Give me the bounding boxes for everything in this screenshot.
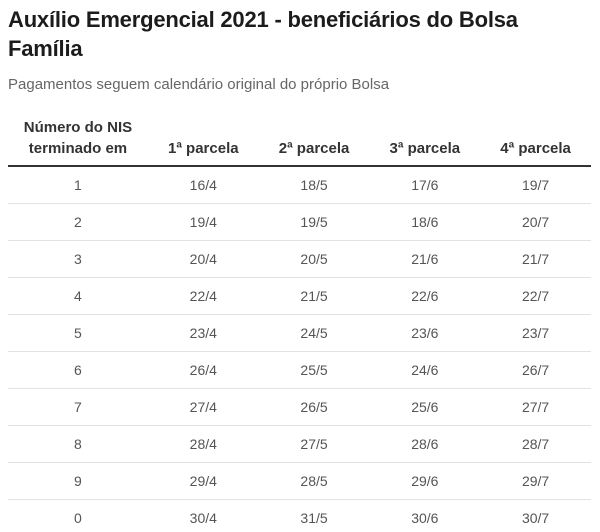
cell-parcela-4: 19/7 <box>480 165 591 204</box>
cell-parcela-3: 28/6 <box>369 425 481 463</box>
cell-parcela-2: 31/5 <box>300 509 328 526</box>
cell-parcela-4: 27/7 <box>480 388 591 426</box>
cell-parcela-3: 17/6 <box>369 165 481 204</box>
cell-parcela-2: 25/5 <box>258 351 370 389</box>
table-row: 3 20/4 20/5 21/6 21/7 <box>8 240 591 278</box>
cell-parcela-1: 20/4 <box>147 240 259 278</box>
table-row: 6 26/4 25/5 24/6 26/7 <box>8 351 591 389</box>
table-header-row: Número do NIS terminado em 1ª parcela 2ª… <box>8 116 591 167</box>
cell-nis: 0 <box>74 509 82 526</box>
header-nis-line2: terminado em <box>28 139 128 157</box>
header-nis-line1: Número do NIS <box>23 118 133 136</box>
cell-nis: 7 <box>8 388 148 426</box>
cell-parcela-3: 21/6 <box>369 240 481 278</box>
cell-nis: 4 <box>8 277 148 315</box>
cell-parcela-2: 19/5 <box>258 203 370 241</box>
cell-parcela-1: 16/4 <box>147 165 259 204</box>
cell-nis: 3 <box>8 240 148 278</box>
cell-parcela-4: 22/7 <box>480 277 591 315</box>
header-nis: Número do NIS terminado em <box>8 116 148 167</box>
cell-parcela-4: 21/7 <box>480 240 591 278</box>
cell-parcela-4: 28/7 <box>480 425 591 463</box>
table-row: 9 29/4 28/5 29/6 29/7 <box>8 462 591 500</box>
cell-parcela-1: 28/4 <box>147 425 259 463</box>
cell-nis: 6 <box>8 351 148 389</box>
cell-parcela-3: 30/6 <box>411 509 439 526</box>
table-row: 4 22/4 21/5 22/6 22/7 <box>8 277 591 315</box>
cell-parcela-4: 29/7 <box>480 462 591 500</box>
cell-parcela-4: 26/7 <box>480 351 591 389</box>
cell-parcela-2: 27/5 <box>258 425 370 463</box>
header-parcela-1: 1ª parcela <box>147 116 259 167</box>
cell-parcela-1: 26/4 <box>147 351 259 389</box>
cell-parcela-4: 23/7 <box>480 314 591 352</box>
cell-nis: 1 <box>8 165 148 204</box>
cell-parcela-2: 26/5 <box>258 388 370 426</box>
cell-parcela-3: 29/6 <box>369 462 481 500</box>
cell-parcela-3: 25/6 <box>369 388 481 426</box>
table-row: 0 30/4 31/5 30/6 30/7 <box>8 499 591 532</box>
cell-nis: 5 <box>8 314 148 352</box>
header-parcela-4: 4ª parcela <box>480 116 591 167</box>
table-body: 1 16/4 18/5 17/6 19/7 2 19/4 19/5 18/6 20/7 3 20/4 2… <box>8 165 591 532</box>
cell-parcela-4: 20/7 <box>480 203 591 241</box>
header-parcela-3: 3ª parcela <box>369 116 481 167</box>
payment-schedule-table: Número do NIS terminado em 1ª parcela 2ª… <box>8 116 591 532</box>
cell-parcela-2: 20/5 <box>258 240 370 278</box>
cell-parcela-3: 24/6 <box>369 351 481 389</box>
table-row: 1 16/4 18/5 17/6 19/7 <box>8 165 591 204</box>
cell-parcela-1: 19/4 <box>147 203 259 241</box>
cell-parcela-1: 22/4 <box>147 277 259 315</box>
table-row: 8 28/4 27/5 28/6 28/7 <box>8 425 591 463</box>
cell-nis: 9 <box>8 462 148 500</box>
cell-parcela-1: 27/4 <box>147 388 259 426</box>
cell-parcela-1: 30/4 <box>189 509 217 526</box>
cell-parcela-2: 28/5 <box>258 462 370 500</box>
table-row: 5 23/4 24/5 23/6 23/7 <box>8 314 591 352</box>
cell-parcela-2: 24/5 <box>258 314 370 352</box>
cell-nis: 2 <box>8 203 148 241</box>
page-title: Auxílio Emergencial 2021 - beneficiários… <box>8 7 518 61</box>
table-row: 2 19/4 19/5 18/6 20/7 <box>8 203 591 241</box>
cell-parcela-3: 22/6 <box>369 277 481 315</box>
cell-nis: 8 <box>8 425 148 463</box>
header-parcela-2: 2ª parcela <box>258 116 370 167</box>
cell-parcela-4: 30/7 <box>521 509 550 526</box>
cell-parcela-3: 18/6 <box>369 203 481 241</box>
cell-parcela-1: 23/4 <box>147 314 259 352</box>
table-row: 7 27/4 26/5 25/6 27/7 <box>8 388 591 426</box>
cell-parcela-1: 29/4 <box>147 462 259 500</box>
cell-parcela-2: 21/5 <box>258 277 370 315</box>
cell-parcela-3: 23/6 <box>369 314 481 352</box>
cell-parcela-2: 18/5 <box>258 165 370 204</box>
page-subtitle: Pagamentos seguem calendário original do… <box>8 76 390 94</box>
